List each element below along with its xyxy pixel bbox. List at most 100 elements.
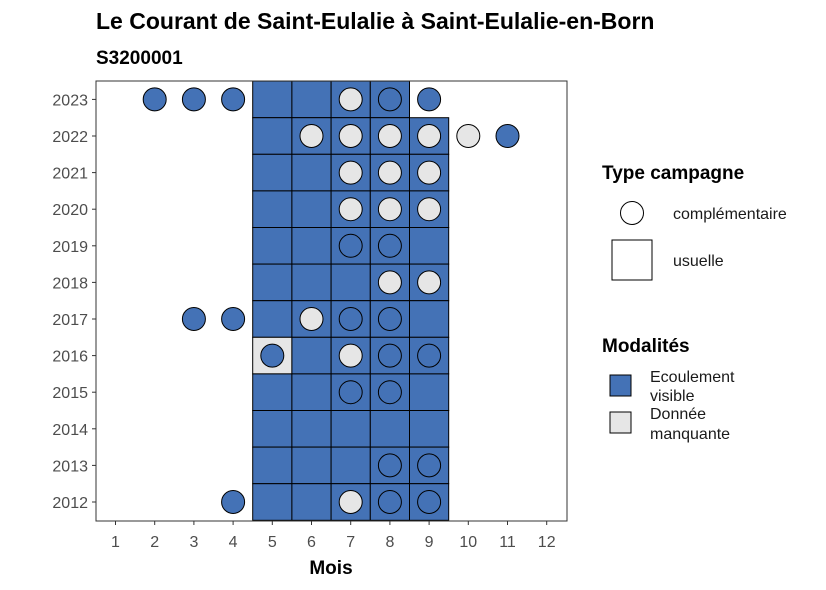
complementaire-point-2018-9 bbox=[417, 270, 442, 295]
usuelle-cell-2023-6 bbox=[291, 80, 332, 119]
complementaire-point-2015-7 bbox=[338, 380, 363, 405]
x-tick-label-7: 7 bbox=[346, 534, 355, 551]
legend-label-manquante-line1: Donnée bbox=[650, 406, 706, 423]
complementaire-point-2016-7 bbox=[338, 343, 363, 368]
usuelle-squares-layer bbox=[252, 80, 450, 521]
x-tick-label-8: 8 bbox=[385, 534, 394, 551]
x-tick-label-11: 11 bbox=[499, 534, 516, 551]
usuelle-cell-2021-5 bbox=[252, 153, 293, 192]
usuelle-cell-2013-5 bbox=[252, 446, 293, 485]
x-axis-title: Mois bbox=[309, 558, 352, 579]
complementaire-point-2019-7 bbox=[338, 233, 363, 258]
legend-square-symbol bbox=[611, 239, 653, 281]
usuelle-cell-2020-5 bbox=[252, 190, 293, 228]
legend-swatch-ecoulement bbox=[609, 374, 632, 397]
usuelle-cell-2018-7 bbox=[330, 263, 371, 302]
x-tick-label-3: 3 bbox=[189, 534, 198, 551]
usuelle-cell-2019-5 bbox=[252, 227, 293, 265]
y-tick-label-2022: 2022 bbox=[52, 129, 88, 146]
complementaire-point-2022-9 bbox=[417, 124, 442, 148]
usuelle-cell-2012-5 bbox=[252, 483, 293, 521]
complementaire-point-2021-8 bbox=[377, 160, 402, 185]
complementaire-point-2012-7 bbox=[338, 490, 363, 514]
y-tick-label-2018: 2018 bbox=[52, 275, 88, 292]
usuelle-cell-2015-5 bbox=[252, 373, 293, 411]
complementaire-point-2012-4 bbox=[221, 490, 246, 514]
usuelle-cell-2019-9 bbox=[409, 227, 450, 265]
y-tick-label-2023: 2023 bbox=[52, 92, 88, 109]
usuelle-cell-2023-5 bbox=[252, 80, 293, 119]
y-axis: 2012 2013 2014 2015 2016 2017 2018 2019 2020 2021… bbox=[52, 92, 96, 512]
y-tick-label-2017: 2017 bbox=[52, 312, 88, 329]
x-tick-label-4: 4 bbox=[229, 534, 238, 551]
complementaire-point-2017-7 bbox=[338, 307, 363, 331]
plot-border bbox=[95, 80, 568, 522]
complementaire-point-2022-11 bbox=[495, 124, 520, 148]
usuelle-cell-2012-8 bbox=[369, 483, 410, 521]
usuelle-cell-2017-5 bbox=[252, 300, 293, 338]
complementaire-point-2022-6 bbox=[299, 124, 324, 148]
legend-label-manquante-line2: manquante bbox=[650, 426, 730, 443]
usuelle-cell-2017-9 bbox=[409, 300, 450, 338]
complementaire-point-2012-8 bbox=[377, 490, 402, 514]
y-tick-label-2013: 2013 bbox=[52, 458, 88, 475]
legend-label-ecoulement-line2: visible bbox=[650, 388, 695, 405]
complementaire-point-2023-9 bbox=[417, 87, 442, 112]
complementaire-point-2023-7 bbox=[338, 87, 363, 112]
usuelle-cell-2018-6 bbox=[291, 263, 332, 302]
x-tick-label-5: 5 bbox=[268, 534, 277, 551]
usuelle-cell-2020-6 bbox=[291, 190, 332, 228]
legend-type-label-complementaire: complémentaire bbox=[673, 206, 787, 223]
complementaire-point-2021-9 bbox=[417, 160, 442, 185]
complementaire-point-2020-9 bbox=[417, 197, 442, 222]
usuelle-cell-2014-8 bbox=[369, 410, 410, 448]
complementaire-point-2016-9 bbox=[417, 343, 442, 368]
complementaire-point-2017-3 bbox=[181, 307, 206, 331]
y-tick-label-2020: 2020 bbox=[52, 202, 88, 219]
usuelle-cell-2015-6 bbox=[291, 373, 332, 411]
complementaire-point-2017-6 bbox=[299, 307, 324, 331]
usuelle-cell-2022-5 bbox=[252, 117, 293, 155]
chart-title: Le Courant de Saint-Eulalie à Saint-Eula… bbox=[96, 8, 654, 34]
complementaire-point-2017-4 bbox=[221, 307, 246, 331]
usuelle-cell-2012-6 bbox=[291, 483, 332, 521]
legend-type: Type campagne complémentaire usuelle bbox=[602, 163, 787, 281]
x-axis: 1 2 3 4 5 6 7 8 9 10 11 12 bbox=[111, 521, 556, 551]
complementaire-circles-layer bbox=[142, 87, 520, 514]
usuelle-cell-2015-9 bbox=[409, 373, 450, 411]
complementaire-point-2023-3 bbox=[181, 87, 206, 112]
usuelle-cell-2013-6 bbox=[291, 446, 332, 485]
usuelle-cell-2014-5 bbox=[252, 410, 293, 448]
usuelle-cell-2014-9 bbox=[409, 410, 450, 448]
chart-subtitle: S3200001 bbox=[96, 48, 183, 69]
usuelle-cell-2016-6 bbox=[291, 336, 332, 375]
complementaire-point-2019-8 bbox=[377, 233, 402, 258]
complementaire-point-2020-7 bbox=[338, 197, 363, 222]
x-tick-label-6: 6 bbox=[307, 534, 316, 551]
x-tick-label-9: 9 bbox=[425, 534, 434, 551]
x-tick-label-12: 12 bbox=[538, 534, 556, 551]
complementaire-point-2015-8 bbox=[377, 380, 402, 405]
y-tick-label-2015: 2015 bbox=[52, 385, 88, 402]
legend-modalites-title: Modalités bbox=[602, 336, 690, 357]
legend-label-ecoulement-line1: Ecoulement bbox=[650, 369, 735, 386]
legend-type-label-usuelle: usuelle bbox=[673, 253, 724, 270]
y-tick-label-2012: 2012 bbox=[52, 495, 88, 512]
legend-modalites: Modalités Ecoulement visible Donnée manq… bbox=[602, 336, 735, 443]
usuelle-cell-2018-5 bbox=[252, 263, 293, 302]
usuelle-cell-2019-6 bbox=[291, 227, 332, 265]
legend-type-title: Type campagne bbox=[602, 163, 744, 184]
usuelle-cell-2021-6 bbox=[291, 153, 332, 192]
complementaire-point-2023-4 bbox=[221, 87, 246, 112]
complementaire-point-2016-8 bbox=[377, 343, 402, 368]
x-tick-label-1: 1 bbox=[111, 534, 120, 551]
complementaire-point-2017-8 bbox=[377, 307, 402, 331]
complementaire-point-2023-8 bbox=[377, 87, 402, 112]
complementaire-point-2021-7 bbox=[338, 160, 363, 185]
complementaire-point-2016-5 bbox=[260, 343, 285, 368]
complementaire-point-2023-2 bbox=[142, 87, 167, 112]
complementaire-point-2022-7 bbox=[338, 124, 363, 148]
y-tick-label-2019: 2019 bbox=[52, 239, 88, 256]
y-tick-label-2014: 2014 bbox=[52, 422, 88, 439]
